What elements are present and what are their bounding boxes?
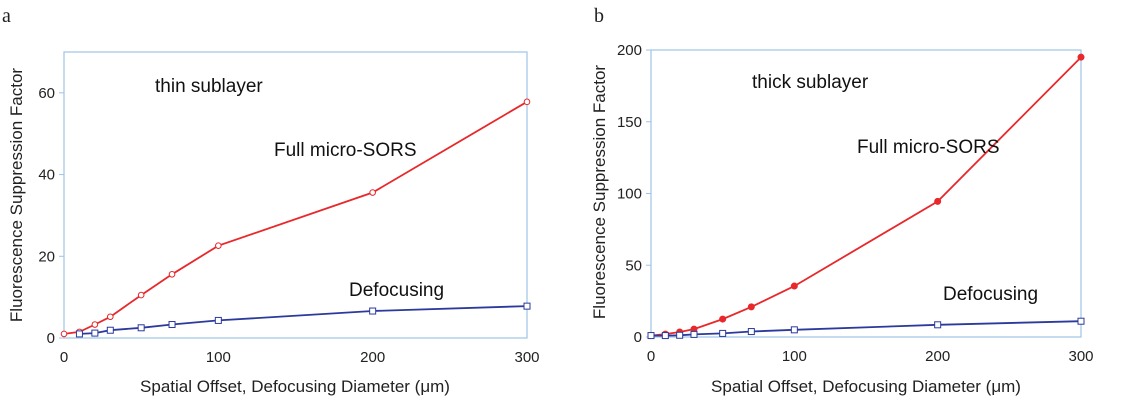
panel-b-x-tick-label: 0 (647, 348, 655, 365)
panel-b-x-tick-label: 300 (1068, 348, 1093, 365)
panel-a-full-micro-sors-point (91, 321, 99, 328)
panel-a-defocusing-point (91, 329, 99, 337)
panel-b-condition-label: thick sublayer (752, 72, 869, 93)
panel-b-full-micro-sors-label: Full micro-SORS (857, 137, 1000, 158)
panel-b-defocusing-point (719, 329, 727, 337)
panel-a-y-tick-label: 60 (38, 85, 55, 102)
panel-b-y-tick-label: 150 (617, 114, 642, 131)
panel-b-full-micro-sors-point (790, 282, 798, 290)
panel-a-x-axis-title: Spatial Offset, Defocusing Diameter (μm) (140, 377, 450, 396)
panel-a-defocusing-point (369, 307, 377, 315)
panel-a-label: a (2, 5, 11, 27)
panel-a-y-tick-label: 20 (38, 248, 55, 265)
panel-b-ticks: 0 100 200 300 0 50 100 150 200 (617, 42, 1094, 365)
panel-b-defocusing-point (661, 332, 669, 340)
panel-a-full-micro-sors-point (60, 330, 68, 338)
panel-a-x-tick-label: 200 (360, 349, 385, 366)
panel-a-defocusing-point (214, 316, 222, 324)
panel-a-full-micro-sors-point (369, 189, 376, 196)
panel-b-defocusing-line (651, 320, 1082, 337)
panel-a-full-micro-sors-point (215, 242, 222, 249)
panel-a-defocusing-point (137, 324, 145, 332)
panel-a-chart: a 0 100 200 300 0 20 40 60 thin sublayer Full m… (2, 5, 540, 396)
panel-b-series (647, 53, 1085, 340)
panel-a-defocusing-label: Defocusing (349, 280, 444, 301)
panel-a-defocusing-line (79, 305, 528, 335)
panel-b-defocusing-point (1077, 317, 1085, 325)
panel-b-defocusing-point (790, 326, 798, 334)
panel-b-defocusing-point (676, 331, 684, 339)
panel-a-plot-area (63, 51, 528, 339)
panel-a-defocusing-point (75, 330, 83, 338)
panel-b-y-tick-label: 0 (634, 329, 642, 346)
panel-a-defocusing-point (523, 302, 531, 310)
panel-a-y-tick-label: 40 (38, 167, 55, 184)
panel-a-x-tick-label: 0 (60, 349, 68, 366)
panel-b-label: b (594, 5, 604, 27)
panel-a-defocusing-point (168, 321, 176, 329)
panel-b-defocusing-point (647, 332, 655, 340)
panel-a-full-micro-sors-point (168, 270, 176, 278)
panel-a-defocusing-point (106, 326, 114, 334)
panel-a-full-micro-sors-point (137, 291, 145, 299)
panel-b-defocusing-point (747, 328, 755, 336)
panel-b-x-axis-title: Spatial Offset, Defocusing Diameter (μm) (711, 377, 1021, 396)
panel-a-y-tick-label: 0 (47, 330, 55, 347)
panel-b-defocusing-point (934, 321, 942, 329)
panel-b-y-tick-label: 50 (625, 257, 642, 274)
panel-a-condition-label: thin sublayer (155, 76, 263, 97)
panel-a-x-tick-label: 300 (514, 349, 539, 366)
panel-a-full-micro-sors-point (107, 313, 114, 321)
panel-b-y-axis-title: Fluorescence Suppression Factor (590, 65, 609, 320)
panel-a-y-axis-title: Fluorescence Suppression Factor (7, 68, 26, 323)
panel-b-defocusing-label: Defocusing (943, 284, 1038, 305)
panel-b-y-tick-label: 200 (617, 42, 642, 59)
panel-b-x-tick-label: 100 (782, 348, 807, 365)
panel-a-full-micro-sors-point (523, 98, 531, 106)
panel-b-defocusing-point (690, 330, 698, 338)
panel-a-ticks: 0 100 200 300 0 20 40 60 (38, 85, 539, 366)
panel-b-full-micro-sors-point (934, 197, 942, 205)
panel-b-x-tick-label: 200 (925, 348, 950, 365)
panel-b-full-micro-sors-point (719, 315, 727, 323)
panel-a-series (60, 98, 531, 338)
panel-b-full-micro-sors-point (1077, 53, 1085, 61)
panel-b-full-micro-sors-point (747, 303, 755, 311)
panel-b-y-tick-label: 100 (617, 186, 642, 203)
panel-a-full-micro-sors-line (63, 101, 528, 335)
panel-a-full-micro-sors-label: Full micro-SORS (274, 140, 417, 161)
panel-a-x-tick-label: 100 (206, 349, 231, 366)
